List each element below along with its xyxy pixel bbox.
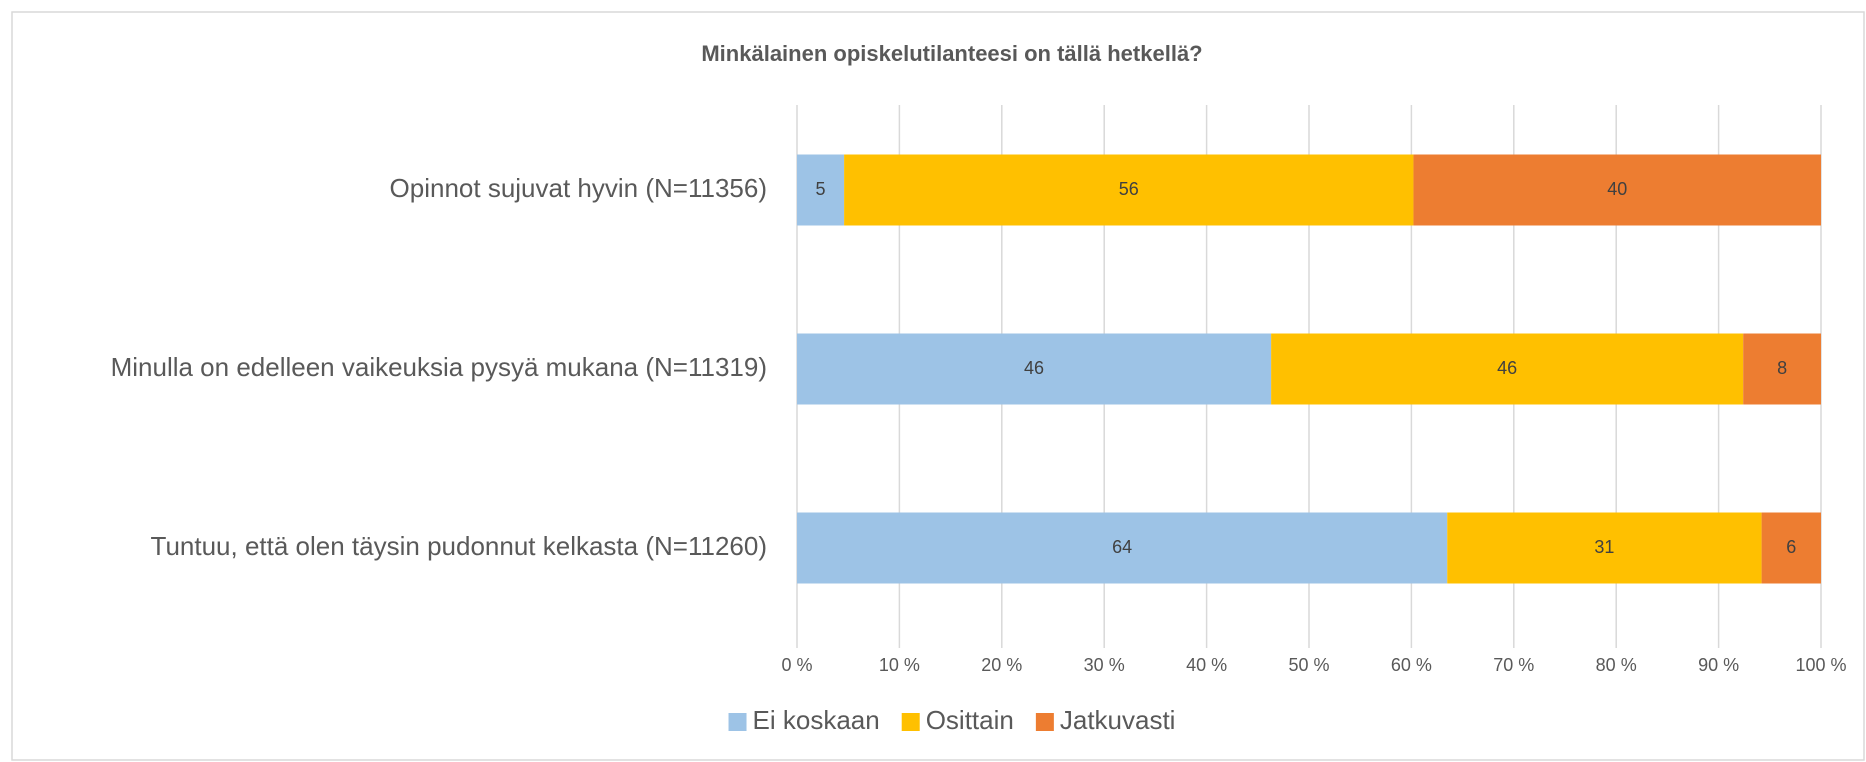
legend-label: Jatkuvasti — [1060, 705, 1176, 735]
data-label: 8 — [1777, 358, 1787, 378]
bar-segment — [844, 154, 1414, 226]
x-tick-label: 100 % — [1795, 655, 1846, 675]
x-tick-label: 0 % — [781, 655, 812, 675]
y-tick-label: Tuntuu, että olen täysin pudonnut kelkas… — [151, 531, 767, 561]
x-tick-label: 20 % — [981, 655, 1022, 675]
y-tick-label: Opinnot sujuvat hyvin (N=11356) — [390, 173, 767, 203]
data-label: 31 — [1594, 537, 1614, 557]
legend-swatch — [901, 713, 920, 731]
x-tick-label: 40 % — [1186, 655, 1227, 675]
x-tick-label: 10 % — [879, 655, 920, 675]
x-tick-label: 90 % — [1698, 655, 1739, 675]
legend-swatch — [728, 713, 747, 731]
data-label: 40 — [1607, 179, 1627, 199]
data-label: 6 — [1786, 537, 1796, 557]
legend-label: Osittain — [926, 705, 1014, 735]
bar-segment — [797, 512, 1448, 584]
data-label: 64 — [1112, 537, 1132, 557]
bar-segment — [797, 333, 1272, 405]
bar-segment — [1447, 512, 1762, 584]
bar-segment — [1413, 154, 1821, 226]
data-label: 46 — [1024, 358, 1044, 378]
legend-swatch — [1035, 713, 1054, 731]
data-label: 56 — [1119, 179, 1139, 199]
data-label: 46 — [1497, 358, 1517, 378]
x-tick-label: 30 % — [1084, 655, 1125, 675]
x-tick-label: 60 % — [1391, 655, 1432, 675]
x-tick-label: 50 % — [1288, 655, 1329, 675]
chart-title: Minkälainen opiskelutilanteesi on tällä … — [701, 41, 1202, 66]
data-label: 5 — [816, 179, 826, 199]
bar-segment — [797, 154, 845, 226]
x-tick-label: 70 % — [1493, 655, 1534, 675]
bar-segment — [1743, 333, 1821, 405]
y-tick-label: Minulla on edelleen vaikeuksia pysyä muk… — [111, 352, 767, 382]
legend-label: Ei koskaan — [753, 705, 880, 735]
bar-segment — [1271, 333, 1744, 405]
bar-segment — [1761, 512, 1821, 584]
x-tick-label: 80 % — [1596, 655, 1637, 675]
